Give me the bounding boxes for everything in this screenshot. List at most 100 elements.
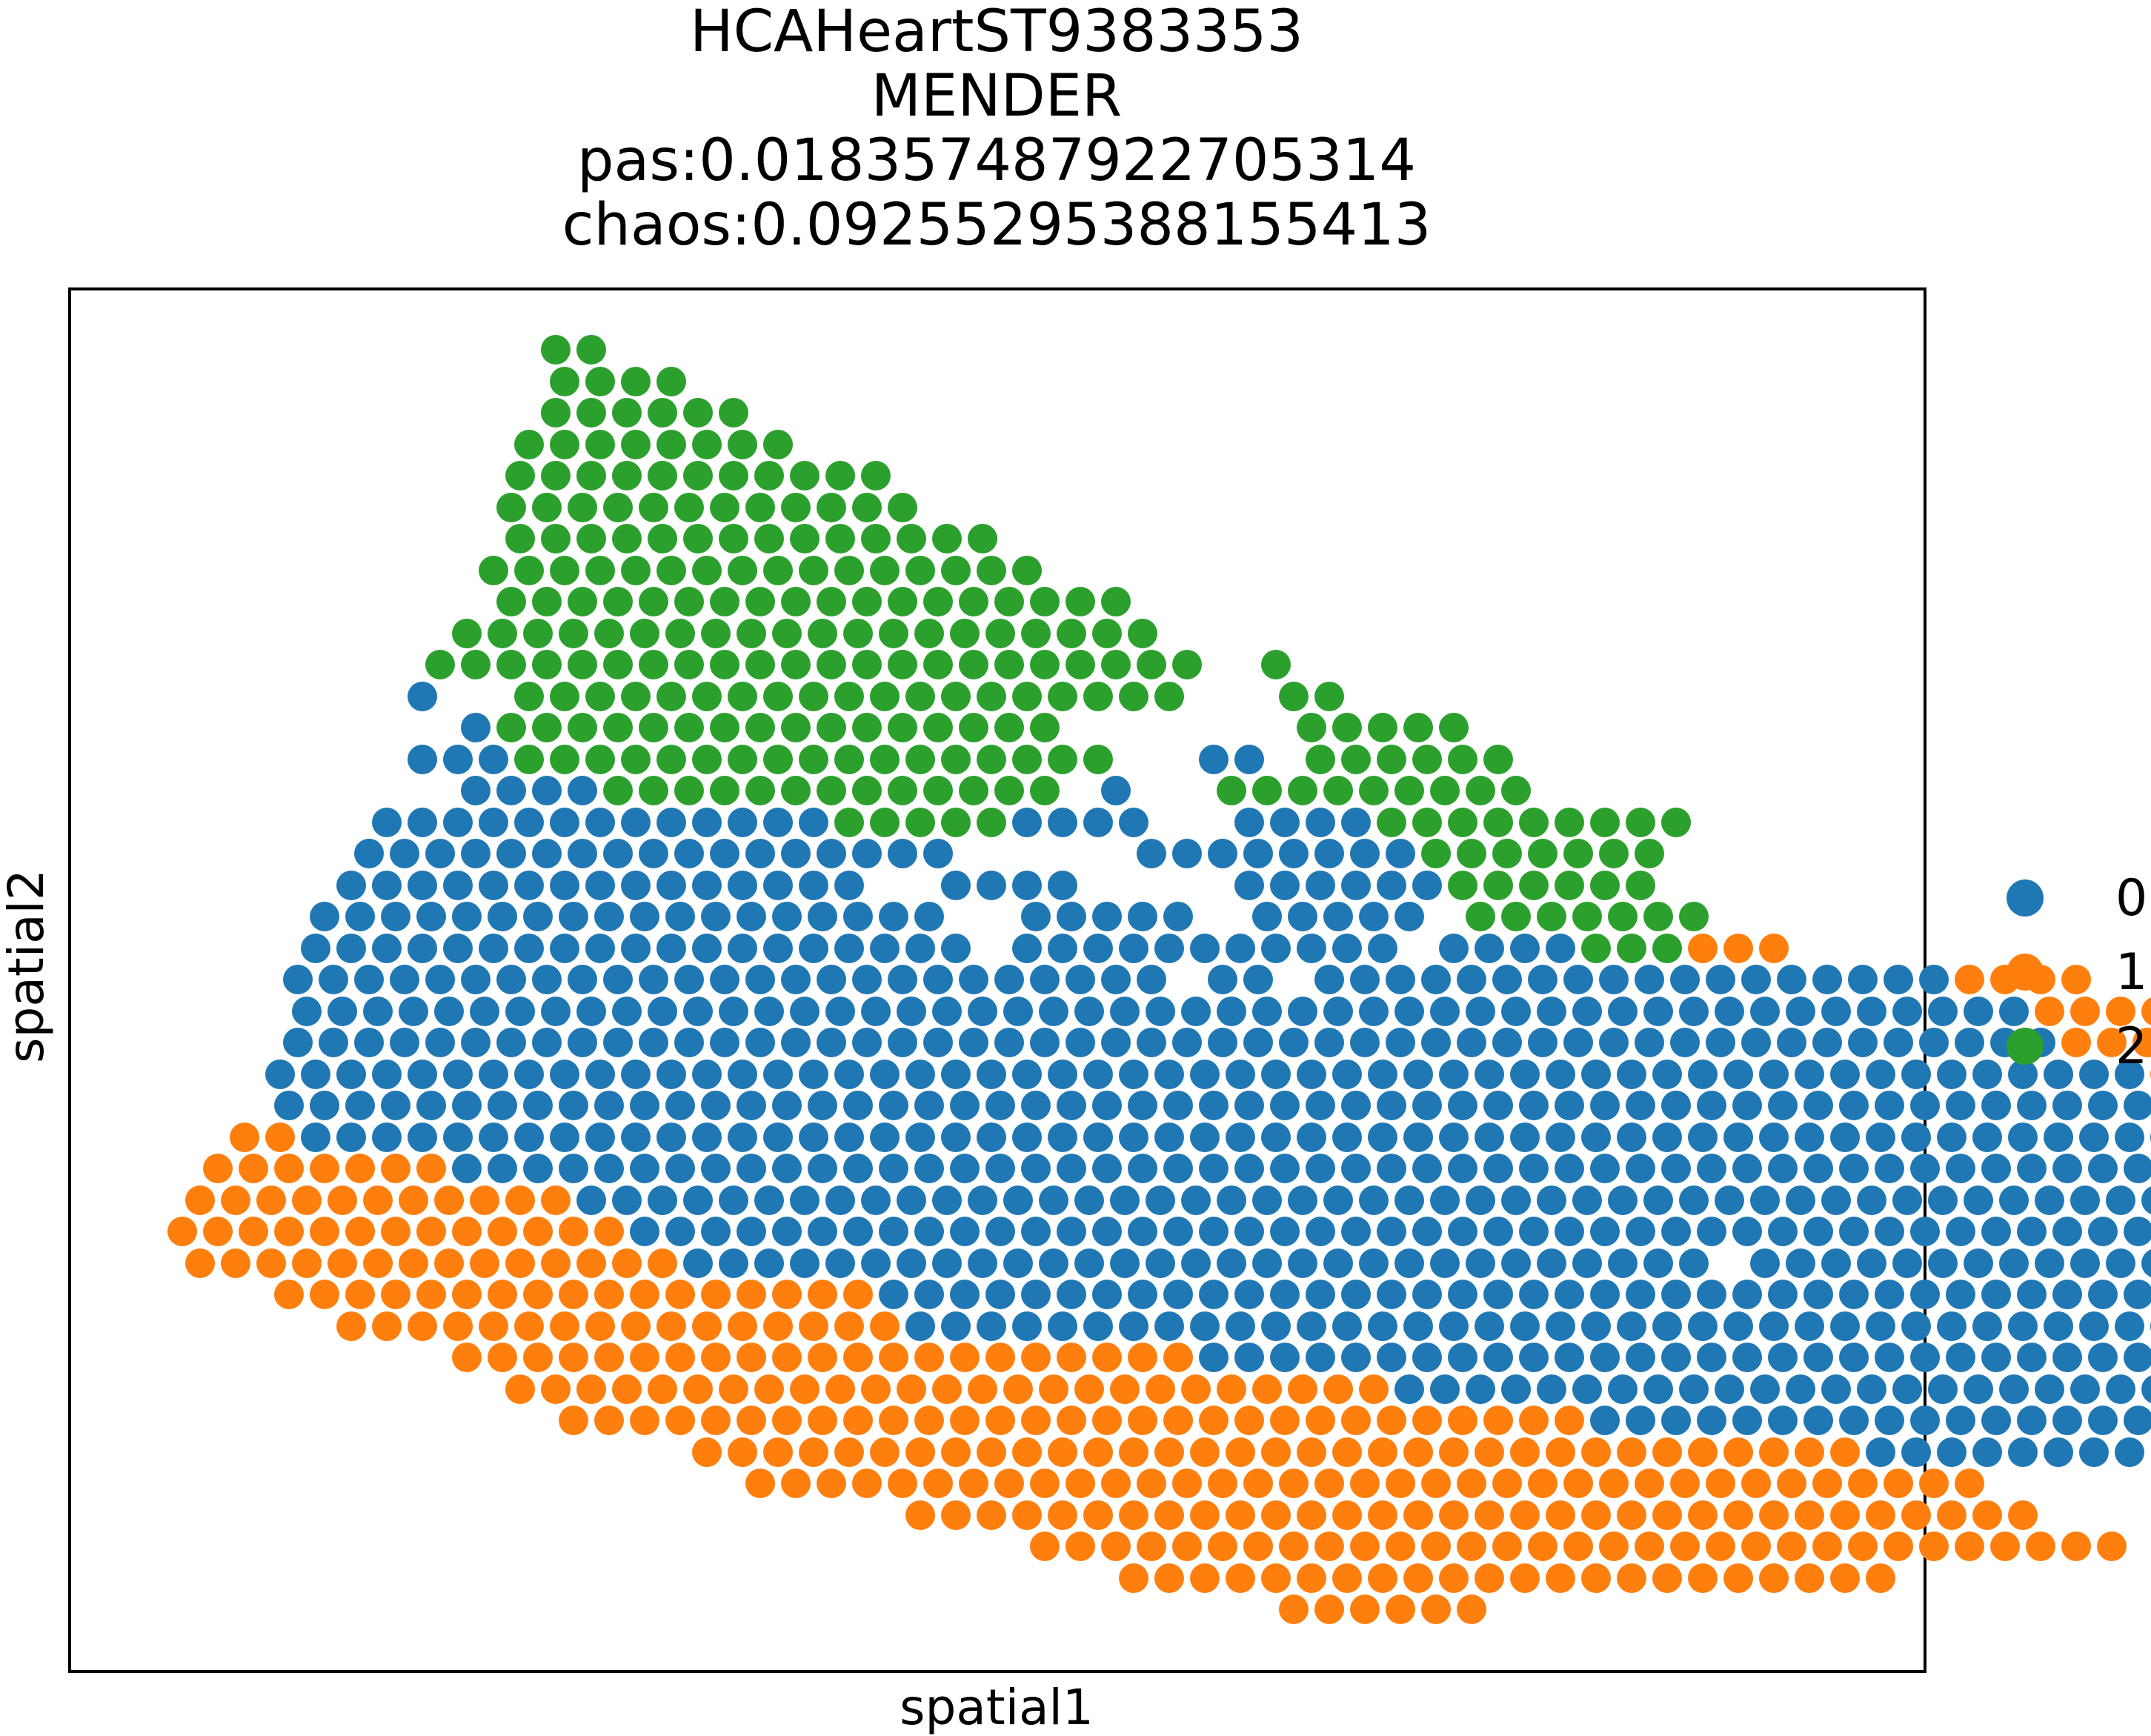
spot-cluster-0 bbox=[2124, 1217, 2151, 1246]
spot-cluster-2 bbox=[1492, 839, 1522, 868]
spot-cluster-0 bbox=[585, 934, 615, 963]
spot-cluster-0 bbox=[1661, 1280, 1691, 1309]
spot-cluster-0 bbox=[1937, 1060, 1967, 1089]
spot-cluster-2 bbox=[612, 461, 642, 490]
spot-cluster-0 bbox=[2035, 1248, 2064, 1278]
spot-cluster-2 bbox=[852, 587, 882, 616]
spot-cluster-1 bbox=[1092, 1406, 1122, 1435]
spot-cluster-1 bbox=[523, 1280, 553, 1309]
spot-cluster-1 bbox=[1884, 1469, 1913, 1498]
spot-cluster-0 bbox=[408, 808, 437, 837]
spot-cluster-2 bbox=[834, 556, 864, 585]
spot-cluster-1 bbox=[1706, 1469, 1735, 1498]
spot-cluster-0 bbox=[950, 1091, 980, 1120]
spot-cluster-2 bbox=[1048, 745, 1077, 774]
spot-cluster-1 bbox=[256, 1248, 286, 1278]
spot-cluster-0 bbox=[1394, 997, 1424, 1026]
spot-cluster-2 bbox=[692, 430, 722, 459]
spot-cluster-0 bbox=[1821, 1185, 1851, 1215]
spot-cluster-2 bbox=[1581, 934, 1611, 963]
spot-cluster-1 bbox=[1128, 1406, 1157, 1435]
spot-cluster-0 bbox=[1617, 1060, 1646, 1089]
spot-cluster-0 bbox=[2017, 1154, 2047, 1183]
spot-cluster-0 bbox=[1199, 745, 1229, 774]
spot-cluster-0 bbox=[870, 1060, 900, 1089]
spot-cluster-2 bbox=[852, 713, 882, 742]
spot-cluster-1 bbox=[1403, 1500, 1433, 1530]
spot-cluster-0 bbox=[1483, 1343, 1513, 1372]
spot-cluster-0 bbox=[825, 997, 855, 1026]
spot-cluster-0 bbox=[1661, 1217, 1691, 1246]
spot-cluster-0 bbox=[737, 1091, 766, 1120]
spot-cluster-1 bbox=[1599, 1469, 1629, 1498]
spot-cluster-0 bbox=[932, 1185, 962, 1215]
spot-cluster-2 bbox=[1448, 745, 1477, 774]
spot-cluster-0 bbox=[1083, 1123, 1113, 1152]
spot-cluster-0 bbox=[1074, 1248, 1104, 1278]
spot-cluster-2 bbox=[905, 682, 935, 711]
spot-cluster-0 bbox=[496, 839, 526, 868]
spot-cluster-0 bbox=[843, 902, 873, 931]
spot-cluster-1 bbox=[185, 1248, 215, 1278]
spot-cluster-2 bbox=[888, 493, 917, 522]
spot-cluster-2 bbox=[977, 745, 1006, 774]
spot-cluster-0 bbox=[1439, 1311, 1469, 1341]
spot-cluster-0 bbox=[2088, 1406, 2118, 1435]
spot-cluster-1 bbox=[1777, 1469, 1806, 1498]
spot-cluster-1 bbox=[1190, 1437, 1220, 1467]
spot-cluster-0 bbox=[1875, 1091, 1904, 1120]
spot-cluster-0 bbox=[585, 808, 615, 837]
spot-cluster-0 bbox=[1092, 902, 1122, 931]
spot-cluster-1 bbox=[1519, 1406, 1549, 1435]
legend-label-2: 2 bbox=[2115, 1017, 2148, 1076]
spot-cluster-1 bbox=[594, 1280, 624, 1309]
spot-cluster-1 bbox=[817, 1469, 846, 1498]
spot-cluster-0 bbox=[985, 1280, 1015, 1309]
spot-cluster-0 bbox=[932, 1248, 962, 1278]
spot-cluster-0 bbox=[1688, 1060, 1718, 1089]
spot-cluster-0 bbox=[1519, 1154, 1549, 1183]
spot-cluster-1 bbox=[1083, 1437, 1113, 1467]
spot-cluster-1 bbox=[1279, 1532, 1309, 1561]
spot-cluster-2 bbox=[514, 682, 544, 711]
spot-cluster-2 bbox=[1217, 776, 1246, 805]
spot-cluster-2 bbox=[1341, 745, 1371, 774]
spot-cluster-0 bbox=[1475, 934, 1504, 963]
spot-cluster-0 bbox=[825, 1248, 855, 1278]
spot-cluster-0 bbox=[1572, 997, 1602, 1026]
spot-cluster-2 bbox=[977, 808, 1006, 837]
spot-cluster-0 bbox=[1199, 1154, 1229, 1183]
spot-cluster-0 bbox=[852, 965, 882, 994]
spot-cluster-0 bbox=[496, 776, 526, 805]
spot-cluster-0 bbox=[1377, 1217, 1406, 1246]
spot-cluster-1 bbox=[1795, 1500, 1824, 1530]
spot-cluster-1 bbox=[1723, 1563, 1753, 1593]
spot-cluster-0 bbox=[1341, 1217, 1371, 1246]
spot-cluster-0 bbox=[1012, 1060, 1042, 1089]
spot-cluster-1 bbox=[1919, 1532, 1949, 1561]
spot-cluster-0 bbox=[488, 1091, 517, 1120]
spot-cluster-1 bbox=[950, 1343, 980, 1372]
spot-cluster-0 bbox=[1697, 1154, 1726, 1183]
spot-cluster-1 bbox=[1652, 1437, 1682, 1467]
spot-cluster-0 bbox=[763, 934, 793, 963]
spot-cluster-0 bbox=[568, 776, 597, 805]
spot-cluster-0 bbox=[1323, 902, 1353, 931]
spot-cluster-0 bbox=[1803, 1406, 1833, 1435]
spot-cluster-0 bbox=[1884, 965, 1913, 994]
spot-cluster-0 bbox=[1555, 1343, 1584, 1372]
spot-cluster-1 bbox=[576, 1374, 606, 1404]
spot-cluster-0 bbox=[1475, 1123, 1504, 1152]
title-line-4: chaos:0.09255295388155413 bbox=[562, 192, 1432, 259]
spot-cluster-2 bbox=[808, 619, 837, 648]
spot-cluster-2 bbox=[1483, 871, 1513, 900]
spot-cluster-0 bbox=[425, 965, 455, 994]
spot-cluster-2 bbox=[674, 587, 704, 616]
spot-cluster-2 bbox=[790, 524, 819, 553]
spot-cluster-0 bbox=[763, 808, 793, 837]
spot-cluster-2 bbox=[781, 587, 811, 616]
spot-cluster-2 bbox=[817, 713, 846, 742]
spot-cluster-1 bbox=[1057, 1406, 1086, 1435]
spot-cluster-0 bbox=[1795, 1311, 1824, 1341]
spot-cluster-0 bbox=[1937, 1437, 1967, 1467]
